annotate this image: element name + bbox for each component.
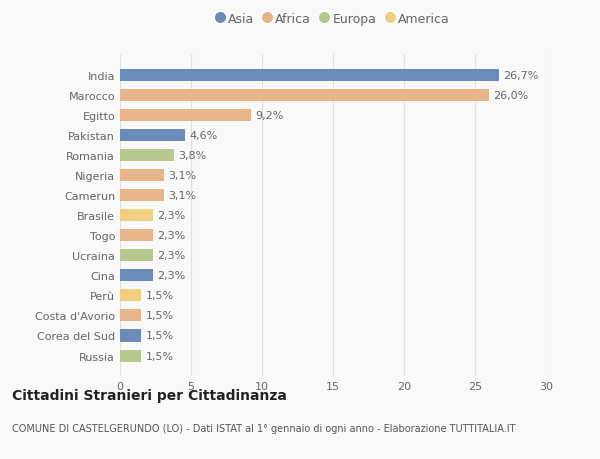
Bar [120,70,499,82]
Text: 26,7%: 26,7% [503,71,539,81]
Text: 1,5%: 1,5% [146,311,173,321]
Text: 9,2%: 9,2% [255,111,283,121]
Bar [120,250,152,262]
Text: 2,3%: 2,3% [157,231,185,241]
Bar [120,270,152,282]
Text: 3,1%: 3,1% [168,191,196,201]
Bar [120,230,152,242]
Bar [120,310,142,322]
Text: 2,3%: 2,3% [157,251,185,261]
Text: 26,0%: 26,0% [493,91,529,101]
Text: 3,8%: 3,8% [178,151,206,161]
Bar [120,130,185,142]
Text: Cittadini Stranieri per Cittadinanza: Cittadini Stranieri per Cittadinanza [12,388,287,403]
Text: 4,6%: 4,6% [190,131,218,141]
Text: 1,5%: 1,5% [146,291,173,301]
Text: 2,3%: 2,3% [157,211,185,221]
Bar [120,90,489,102]
Bar [120,190,164,202]
Text: 1,5%: 1,5% [146,331,173,341]
Bar [120,350,142,362]
Text: COMUNE DI CASTELGERUNDO (LO) - Dati ISTAT al 1° gennaio di ogni anno - Elaborazi: COMUNE DI CASTELGERUNDO (LO) - Dati ISTA… [12,424,515,433]
Text: 3,1%: 3,1% [168,171,196,181]
Text: 1,5%: 1,5% [146,351,173,361]
Text: 2,3%: 2,3% [157,271,185,281]
Bar [120,110,251,122]
Legend: Asia, Africa, Europa, America: Asia, Africa, Europa, America [217,13,449,26]
Bar [120,170,164,182]
Bar [120,290,142,302]
Bar [120,150,174,162]
Bar [120,210,152,222]
Bar [120,330,142,342]
